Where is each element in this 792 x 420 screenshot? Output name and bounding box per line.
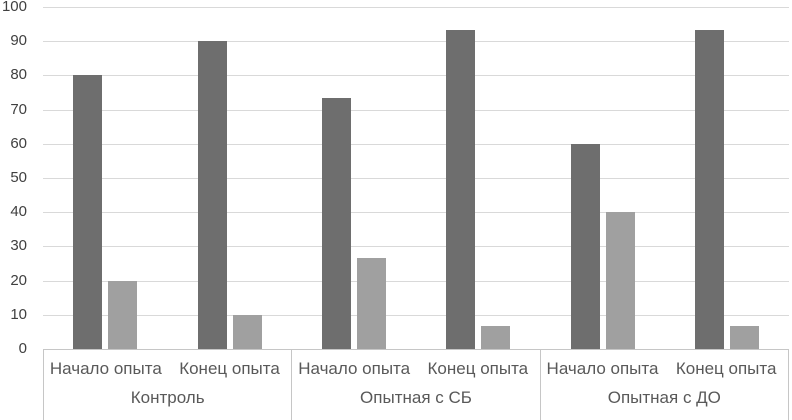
y-tick-label: 40 — [10, 203, 27, 221]
bar-light-series — [481, 326, 511, 349]
bar-light-series — [356, 257, 386, 349]
bar-pair — [167, 7, 291, 349]
bar-light-series — [729, 326, 759, 349]
bar-light-series — [232, 314, 262, 349]
gridline — [43, 246, 789, 248]
bar-pair — [665, 7, 789, 349]
x-axis: Начало опыта Конец опыта Контроль Начало оп… — [43, 349, 789, 420]
x-tick-label: Начало опыта — [49, 359, 162, 378]
bar-pair — [43, 7, 167, 349]
y-tick-label: 0 — [18, 340, 27, 357]
x-group-cell-3: Начало опыта Конец опыта Опытная с ДО — [539, 350, 789, 420]
bar-group-3 — [540, 7, 789, 349]
x-tick-label: Конец опыта — [675, 359, 777, 378]
plot-area — [43, 7, 789, 349]
y-tick-label: 30 — [10, 237, 27, 255]
bar-dark-series — [694, 29, 724, 349]
gridline — [43, 7, 789, 8]
y-tick-label: 80 — [10, 66, 27, 84]
y-tick-label: 20 — [10, 271, 27, 289]
bar-dark-series — [570, 143, 600, 349]
bar-dark-series — [197, 41, 227, 349]
gridline — [43, 178, 789, 179]
x-tick-label: Конец опыта — [427, 359, 529, 378]
y-tick-label: 10 — [10, 305, 27, 323]
gridline — [43, 212, 789, 214]
x-group-cell-2: Начало опыта Конец опыта Опытная с СБ — [291, 350, 539, 420]
x-group-label: Опытная с СБ — [360, 387, 472, 407]
bar-dark-series — [321, 98, 351, 349]
bar-pair — [416, 7, 540, 349]
y-axis: 0 10 20 30 40 50 60 70 80 90 100 — [0, 0, 27, 420]
y-tick-label: 90 — [10, 32, 27, 50]
y-tick-label: 100 — [1, 0, 27, 15]
x-tick-label: Начало опыта — [546, 359, 659, 378]
bar-dark-series — [73, 75, 103, 349]
gridline — [43, 314, 789, 316]
bar-pair — [540, 7, 664, 349]
gridline — [43, 75, 789, 77]
y-tick-label: 70 — [10, 100, 27, 118]
x-tick-label: Начало опыта — [298, 359, 411, 378]
x-group-label: Контроль — [130, 387, 205, 407]
x-group-label: Опытная с ДО — [607, 387, 721, 407]
bar-light-series — [605, 212, 635, 349]
bar-group-1 — [43, 7, 292, 349]
bar-dark-series — [446, 29, 476, 349]
gridline — [43, 41, 789, 43]
bars-layer — [43, 7, 789, 349]
bar-pair — [292, 7, 416, 349]
bar-group-2 — [292, 7, 541, 349]
y-tick-label: 60 — [10, 134, 27, 152]
y-tick-label: 50 — [10, 169, 27, 186]
gridline — [43, 143, 789, 145]
gridline — [43, 280, 789, 282]
gridline — [43, 109, 789, 111]
x-subcategory-row: Начало опыта Конец опыта — [44, 350, 291, 379]
x-tick-label: Конец опыта — [179, 359, 280, 378]
x-subcategory-row: Начало опыта Конец опыта — [541, 350, 788, 379]
x-subcategory-row: Начало опыта Конец опыта — [292, 350, 539, 379]
x-group-cell-1: Начало опыта Конец опыта Контроль — [43, 350, 291, 420]
bar-light-series — [108, 280, 138, 349]
